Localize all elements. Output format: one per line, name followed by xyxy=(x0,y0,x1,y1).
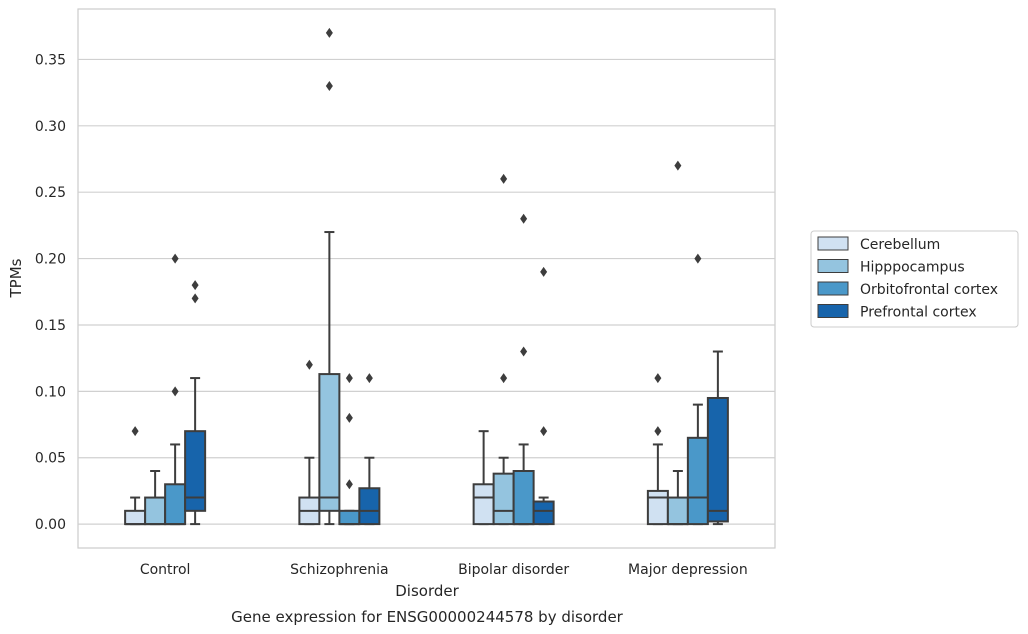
y-tick-label: 0.10 xyxy=(35,384,66,400)
chart-caption: Gene expression for ENSG00000244578 by d… xyxy=(231,608,624,626)
box-iqr xyxy=(492,472,515,526)
outlier-point xyxy=(171,386,179,397)
y-tick-labels: 0.00 0.05 0.10 0.15 0.20 0.25 0.30 0.35 xyxy=(35,52,66,533)
outlier-point xyxy=(191,293,199,304)
box-iqr xyxy=(124,509,147,526)
box-iqr xyxy=(318,373,341,512)
box-iqr xyxy=(184,430,207,512)
x-tick-label: Control xyxy=(140,562,191,578)
box xyxy=(686,253,709,526)
legend-label: Orbitofrontal cortex xyxy=(860,282,998,298)
box xyxy=(184,280,207,526)
box-iqr xyxy=(706,396,729,523)
box xyxy=(512,213,535,526)
box-iqr xyxy=(144,496,167,526)
outlier-point xyxy=(345,479,353,490)
outlier-point xyxy=(540,266,548,277)
outlier-point xyxy=(694,253,702,264)
box xyxy=(646,373,669,526)
legend-swatch xyxy=(817,304,849,318)
box xyxy=(472,430,495,526)
box xyxy=(358,373,381,526)
x-tick-label: Schizophrenia xyxy=(290,562,388,578)
legend-swatch xyxy=(817,281,849,296)
box xyxy=(124,426,147,526)
outlier-point xyxy=(345,373,353,384)
legend-label: Prefrontal cortex xyxy=(860,305,977,321)
legend-frame xyxy=(810,230,1019,328)
legend: Cerebellum Hipppocampus Orbitofrontal cort… xyxy=(810,230,1019,328)
outlier-point xyxy=(171,253,179,264)
y-tick-label: 0.15 xyxy=(35,318,66,334)
outlier-point xyxy=(500,373,508,384)
box-iqr xyxy=(666,496,689,526)
y-tick-label: 0.30 xyxy=(35,119,66,135)
y-axis-label: TPMs xyxy=(7,258,25,298)
outlier-point xyxy=(520,213,528,224)
y-tick-label: 0.05 xyxy=(35,451,66,467)
outlier-point xyxy=(520,346,528,357)
box xyxy=(318,27,341,526)
y-tick-label: 0.00 xyxy=(35,517,66,533)
outlier-point xyxy=(674,160,682,171)
x-tick-label: Bipolar disorder xyxy=(458,562,569,578)
legend-label: Cerebellum xyxy=(860,237,940,253)
outlier-point xyxy=(325,81,333,91)
outlier-point xyxy=(305,359,313,370)
y-tick-label: 0.25 xyxy=(35,185,66,201)
x-axis-label: Disorder xyxy=(395,582,459,600)
outlier-point xyxy=(325,27,333,38)
box-iqr xyxy=(338,509,361,526)
box-iqr xyxy=(646,489,669,526)
box xyxy=(706,350,729,526)
y-tick-label: 0.35 xyxy=(35,52,66,68)
y-tick-label: 0.20 xyxy=(35,252,66,268)
outlier-point xyxy=(654,373,662,384)
outlier-point xyxy=(191,280,199,291)
x-tick-labels: Control Schizophrenia Bipolar disorder Majo… xyxy=(140,562,748,578)
box xyxy=(492,173,515,526)
outlier-point xyxy=(500,173,508,184)
box-iqr xyxy=(472,483,495,526)
legend-label: Hipppocampus xyxy=(860,260,965,276)
box-iqr xyxy=(164,483,187,526)
box-iqr xyxy=(358,487,381,526)
box-iqr xyxy=(512,470,535,526)
legend-swatch xyxy=(817,259,849,273)
legend-swatch xyxy=(817,236,849,251)
outlier-point xyxy=(365,373,373,384)
outlier-point xyxy=(345,412,353,423)
box-iqr xyxy=(686,436,709,526)
plot-area-frame xyxy=(77,8,776,549)
outlier-point xyxy=(540,426,548,437)
outlier-point xyxy=(654,426,662,437)
x-tick-label: Major depression xyxy=(628,562,748,578)
box xyxy=(532,266,555,526)
outlier-point xyxy=(131,426,139,437)
box-groups xyxy=(124,27,729,526)
box-iqr xyxy=(532,500,555,526)
